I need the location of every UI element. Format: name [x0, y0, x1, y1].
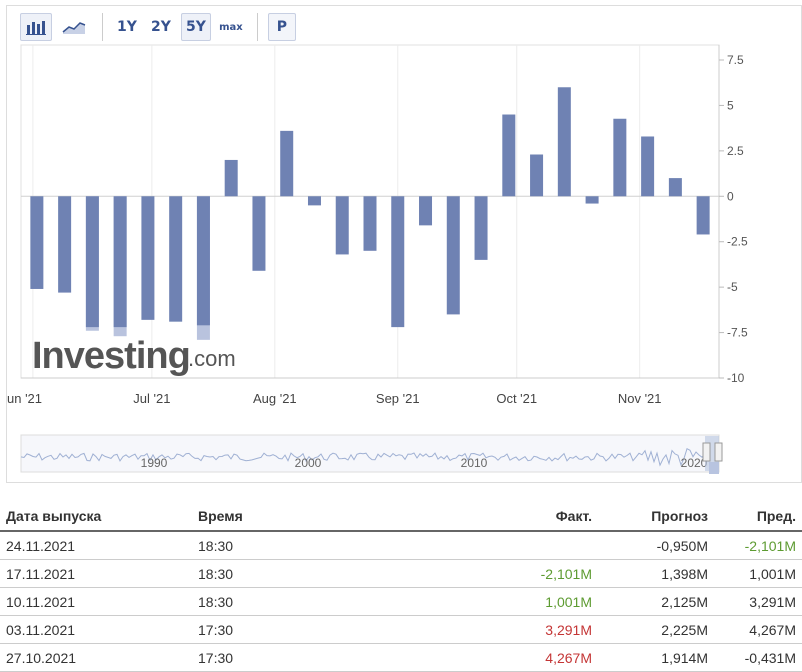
x-tick-label: un '21 [7, 391, 42, 406]
header-forecast[interactable]: Прогноз [598, 502, 714, 532]
chart-bar [58, 196, 72, 293]
bar-chart-icon[interactable] [20, 13, 52, 41]
cell-date: 24.11.2021 [0, 531, 192, 560]
chart-bar [30, 196, 44, 289]
p-button[interactable]: P [267, 13, 296, 41]
chart-bar [252, 196, 266, 271]
cell-previous: 4,267M [714, 615, 802, 644]
cell-date: 27.10.2021 [0, 643, 192, 672]
toolbar-separator [102, 13, 103, 41]
cell-date: 17.11.2021 [0, 559, 192, 588]
navigator-label: 2000 [295, 456, 322, 470]
line-chart-icon[interactable] [58, 13, 90, 41]
x-tick-label: Jul '21 [133, 391, 170, 406]
releases-table: Дата выпуска Время Факт. Прогноз Пред. 2… [0, 502, 802, 672]
navigator-left-handle[interactable] [702, 442, 711, 462]
cell-previous: 3,291M [714, 587, 802, 616]
cell-time: 17:30 [192, 643, 364, 672]
cell-actual: -2,101M [364, 559, 598, 588]
chart-bar [85, 196, 99, 328]
chart-bar [668, 178, 682, 197]
x-tick-label: Oct '21 [496, 391, 537, 406]
cell-time: 18:30 [192, 531, 364, 560]
cell-previous: 1,001M [714, 559, 802, 588]
cell-forecast: 1,914M [598, 643, 714, 672]
cell-time: 18:30 [192, 559, 364, 588]
chart-bar [530, 154, 544, 197]
chart-bar [141, 196, 155, 320]
chart-bar [335, 196, 349, 255]
cell-time: 18:30 [192, 587, 364, 616]
y-tick-label: 2.5 [727, 144, 744, 158]
chart-bar [474, 196, 488, 260]
chart-bar [169, 196, 183, 322]
range-5y-button[interactable]: 5Y [181, 13, 211, 41]
cell-forecast: 2,225M [598, 615, 714, 644]
chart-bar [419, 196, 433, 226]
chart-bar [502, 114, 516, 197]
chart-bar [585, 196, 599, 204]
cell-actual: 1,001M [364, 587, 598, 616]
cell-time: 17:30 [192, 615, 364, 644]
cell-previous: -2,101M [714, 531, 802, 560]
chart-canvas: 7.5 5 2.5 0 -2.5 -5 -7.5 -10 un '21 Jul '21 Aug '2… [7, 44, 748, 474]
chart-bar [391, 196, 405, 328]
chart-bar [224, 159, 238, 197]
table-row: 24.11.2021 18:30 -0,950M -2,101M [0, 531, 802, 560]
cell-previous: -0,431M [714, 643, 802, 672]
cell-actual: 4,267M [364, 643, 598, 672]
range-2y-button[interactable]: 2Y [151, 19, 171, 35]
y-tick-label: -2.5 [727, 235, 748, 249]
chart-bar [557, 87, 571, 197]
x-tick-label: Sep '21 [376, 391, 420, 406]
table-row: 27.10.2021 17:30 4,267M 1,914M -0,431M [0, 643, 802, 672]
x-tick-label: Aug '21 [253, 391, 297, 406]
x-tick-label: Nov '21 [618, 391, 662, 406]
navigator-right-handle[interactable] [714, 442, 723, 462]
chart-toolbar: 1Y 2Y 5Y max P [20, 10, 302, 44]
table-row: 03.11.2021 17:30 3,291M 2,225M 4,267M [0, 615, 802, 644]
cell-forecast: 2,125M [598, 587, 714, 616]
toolbar-separator [256, 13, 258, 41]
range-max-button[interactable]: max [219, 21, 243, 33]
chart-bar [113, 196, 127, 328]
chart-bar [641, 136, 655, 197]
chart-bar [696, 196, 710, 235]
navigator-label: 2010 [461, 456, 488, 470]
cell-actual [364, 531, 598, 560]
navigator-label: 2020 [681, 456, 708, 470]
cell-forecast: 1,398M [598, 559, 714, 588]
navigator-label: 1990 [141, 456, 168, 470]
chart-bar [280, 130, 294, 197]
chart-bar [613, 118, 627, 197]
navigator-series [20, 447, 706, 467]
table-header-row: Дата выпуска Время Факт. Прогноз Пред. [0, 502, 802, 532]
y-tick-label: -5 [727, 280, 738, 294]
y-tick-label: -10 [727, 371, 745, 385]
header-time[interactable]: Время [192, 502, 364, 532]
header-actual[interactable]: Факт. [364, 502, 598, 532]
header-date[interactable]: Дата выпуска [0, 502, 192, 532]
chart-bar [446, 196, 460, 315]
navigator-scroll-thumb [709, 462, 719, 474]
cell-forecast: -0,950M [598, 531, 714, 560]
chart-bar [196, 196, 210, 326]
y-tick-label: 7.5 [727, 53, 744, 67]
navigator-area [20, 434, 720, 473]
y-tick-label: -7.5 [727, 326, 748, 340]
table-row: 10.11.2021 18:30 1,001M 2,125M 3,291M [0, 587, 802, 616]
range-1y-button[interactable]: 1Y [117, 19, 137, 35]
investing-watermark-suffix: .com [188, 346, 236, 371]
investing-watermark: Investing [32, 335, 190, 377]
cell-actual: 3,291M [364, 615, 598, 644]
cell-date: 03.11.2021 [0, 615, 192, 644]
header-previous[interactable]: Пред. [714, 502, 802, 532]
y-tick-label: 0 [727, 189, 734, 203]
y-tick-label: 5 [727, 98, 734, 112]
chart-bar [307, 196, 321, 206]
table-row: 17.11.2021 18:30 -2,101M 1,398M 1,001M [0, 559, 802, 588]
cell-date: 10.11.2021 [0, 587, 192, 616]
chart-bar [363, 196, 377, 251]
